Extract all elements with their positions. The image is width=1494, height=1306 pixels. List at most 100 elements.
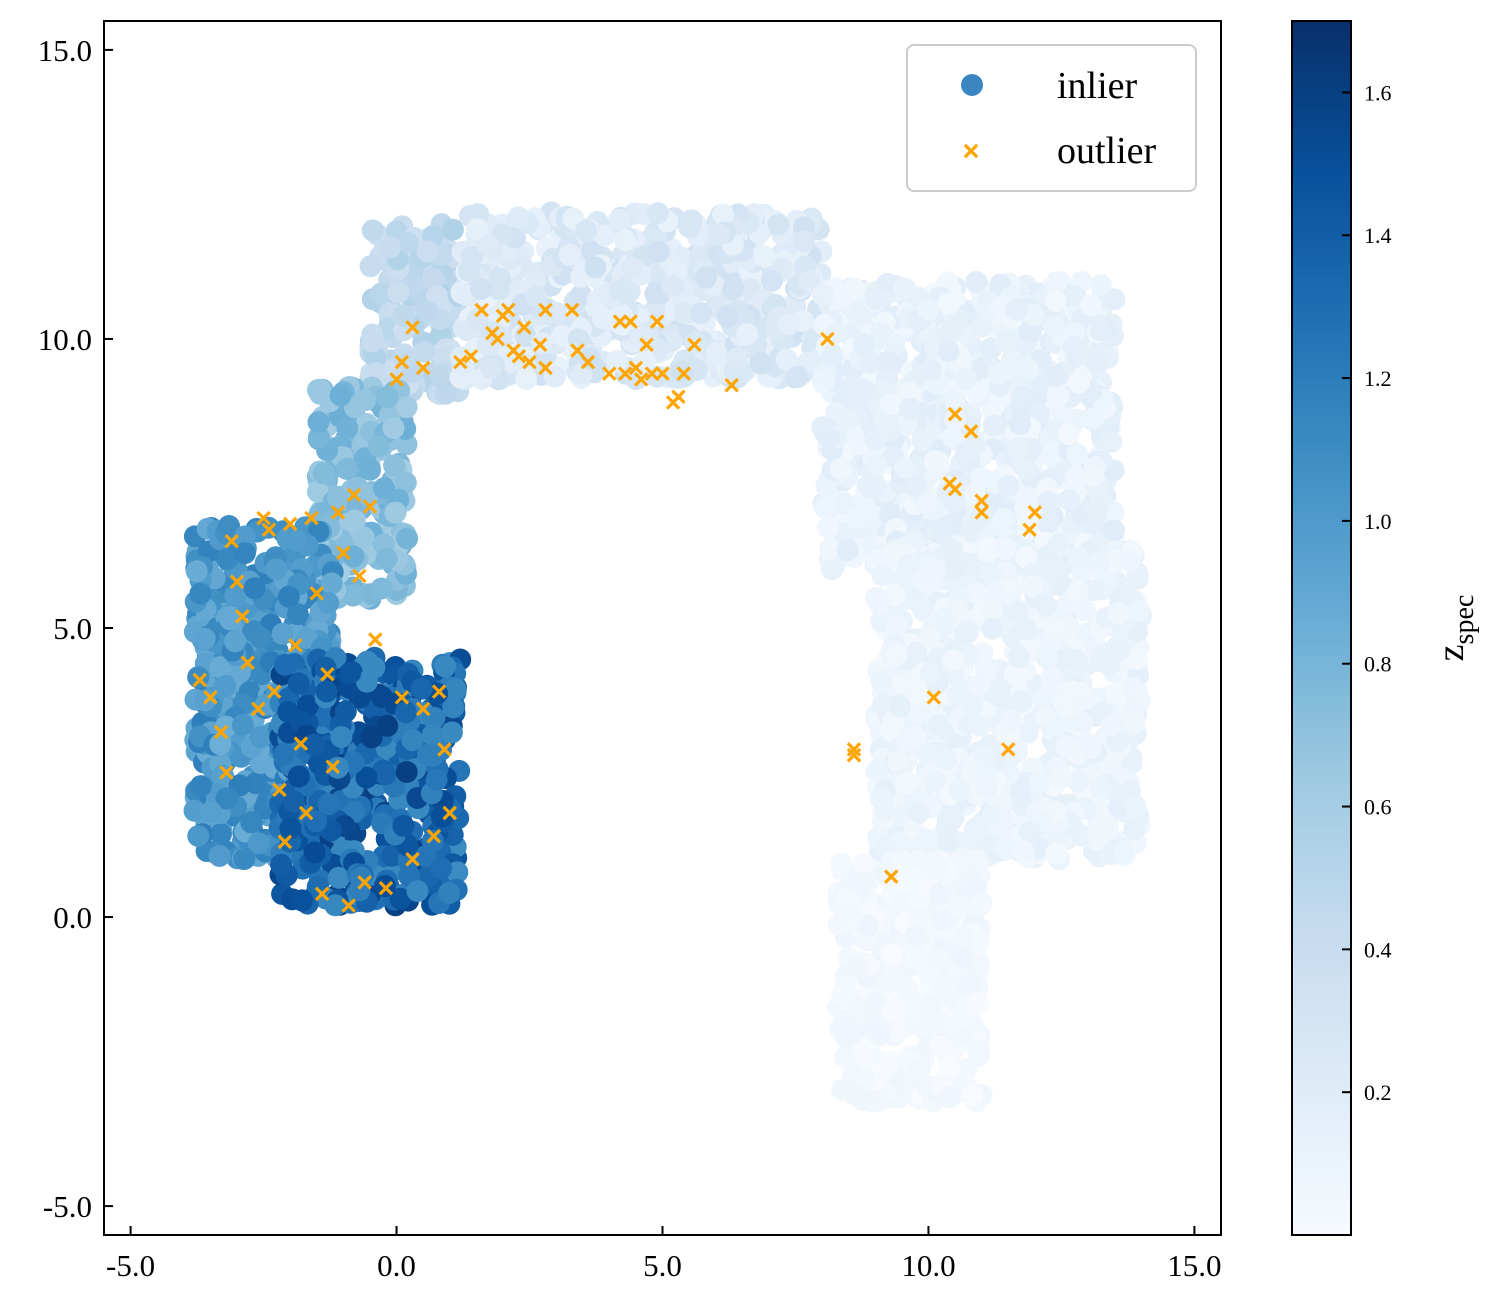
inlier-point <box>466 218 489 240</box>
x-tick-label: -5.0 <box>106 1248 155 1283</box>
inlier-point <box>1012 840 1035 863</box>
inlier-point <box>673 301 695 324</box>
inlier-point <box>833 493 855 515</box>
inlier-point <box>661 274 684 297</box>
inlier-point <box>215 787 238 810</box>
outlier-point <box>415 701 431 717</box>
outlier-point <box>926 690 942 705</box>
inlier-point <box>233 848 256 870</box>
inlier-point <box>846 1004 869 1026</box>
outlier-point <box>1000 742 1016 757</box>
inlier-point <box>430 805 453 828</box>
inlier-point <box>209 656 232 679</box>
inlier-point <box>885 644 908 667</box>
inlier-point <box>324 894 347 917</box>
inlier-point <box>1066 580 1089 603</box>
inlier-point <box>558 243 581 266</box>
inlier-point <box>938 1055 960 1078</box>
inlier-point <box>387 281 410 304</box>
inlier-point <box>382 417 405 439</box>
inlier-point <box>917 298 940 321</box>
outlier-point <box>474 302 489 318</box>
outlier-point <box>266 684 282 699</box>
inlier-point <box>760 269 783 292</box>
inlier-point <box>394 471 417 494</box>
inlier-point <box>1046 533 1069 556</box>
inlier-point <box>767 213 790 236</box>
inlier-point <box>247 832 270 855</box>
inlier-point <box>1083 579 1106 602</box>
inlier-point <box>891 850 914 873</box>
inlier-point <box>917 493 940 516</box>
inlier-point <box>320 572 343 595</box>
inlier-point <box>396 527 419 550</box>
inlier-point <box>1057 489 1080 511</box>
inlier-point <box>868 1023 891 1046</box>
inlier-point <box>326 756 349 779</box>
inlier-point <box>647 202 669 225</box>
outlier-point <box>500 302 516 318</box>
legend-inlier-marker <box>961 74 983 96</box>
inlier-point <box>834 1046 857 1069</box>
inlier-point <box>722 278 745 301</box>
inlier-point <box>725 347 748 370</box>
colorbar-tick-label: 1.2 <box>1364 366 1392 391</box>
inlier-point <box>477 234 500 257</box>
inlier-point <box>1080 294 1102 317</box>
colorbar-tick-label: 0.6 <box>1364 795 1392 820</box>
outlier-point <box>277 834 293 850</box>
outlier-point <box>224 534 239 549</box>
inlier-point <box>826 321 849 344</box>
inlier-point <box>919 994 942 1017</box>
inlier-point <box>370 577 393 600</box>
inlier-point <box>829 1017 852 1040</box>
inlier-point <box>753 245 776 268</box>
inlier-point <box>898 553 921 576</box>
inlier-point <box>943 388 966 411</box>
outlier-point <box>639 337 654 352</box>
inlier-point <box>908 801 931 824</box>
inlier-point <box>327 866 350 889</box>
inlier-point <box>954 622 977 645</box>
outlier-point <box>341 898 356 913</box>
inlier-point <box>979 562 1002 585</box>
inlier-point <box>1089 777 1112 800</box>
outlier-point <box>314 886 330 902</box>
outlier-point <box>974 505 989 520</box>
outlier-point <box>219 765 234 780</box>
inlier-point <box>705 341 728 364</box>
inlier-point <box>422 268 445 290</box>
inlier-point <box>1106 730 1129 753</box>
inlier-point <box>927 714 950 737</box>
inlier-point <box>881 999 904 1022</box>
inlier-point <box>1015 486 1038 509</box>
inlier-point <box>1127 599 1150 622</box>
outlier-point <box>671 389 686 405</box>
inlier-point <box>952 926 975 948</box>
inlier-point <box>224 585 247 608</box>
inlier-point <box>904 726 927 749</box>
inlier-point <box>283 790 306 813</box>
outlier-point <box>522 354 537 370</box>
inlier-point <box>994 537 1017 560</box>
outlier-point <box>325 759 340 775</box>
outlier-point <box>357 875 372 890</box>
inlier-point <box>871 564 894 587</box>
outlier-point <box>192 672 208 688</box>
inlier-point <box>1098 654 1121 677</box>
inlier-point <box>1009 780 1032 803</box>
inlier-point <box>440 721 463 744</box>
inlier-point <box>359 255 382 278</box>
outlier-point <box>405 320 420 335</box>
inlier-point <box>1045 272 1068 295</box>
inlier-point <box>183 799 206 822</box>
inlier-point <box>981 617 1004 640</box>
y-tick-label: 10.0 <box>38 322 92 357</box>
x-tick-label: 0.0 <box>377 1248 416 1283</box>
inlier-point <box>899 397 922 420</box>
inlier-point <box>272 743 295 766</box>
outlier-point <box>405 851 420 867</box>
inlier-point <box>1014 618 1037 641</box>
inlier-point <box>1080 736 1103 759</box>
